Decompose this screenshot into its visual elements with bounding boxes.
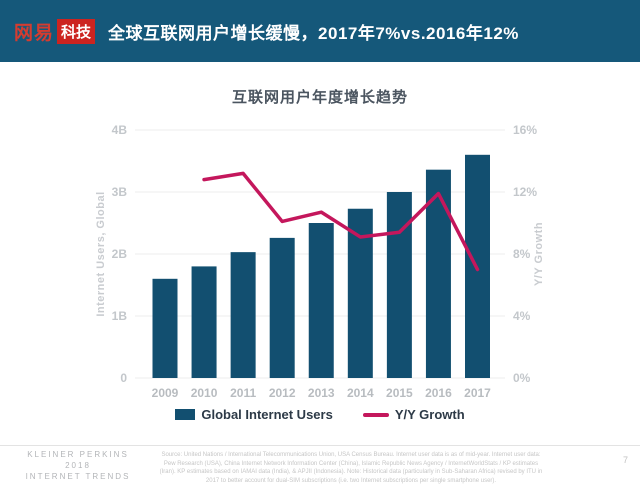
right-tick-label: 16% [513, 123, 537, 137]
bar [386, 192, 412, 378]
netease-logo: 网易 科技 [14, 18, 96, 45]
page-number: 7 [622, 455, 628, 465]
bar [347, 208, 373, 378]
year-label: 2016 [425, 386, 452, 400]
brand-line: 2018 [65, 460, 91, 470]
bar [425, 169, 451, 378]
bar [269, 237, 295, 378]
year-label: 2013 [308, 386, 335, 400]
bar-series-swatch [175, 409, 196, 420]
growth-line [202, 171, 480, 272]
year-label: 2014 [347, 386, 374, 400]
right-tick-label: 12% [513, 185, 537, 199]
bar [191, 266, 217, 378]
right-tick-label: 0% [513, 371, 531, 385]
legend-item-growth: Y/Y Growth [362, 407, 465, 422]
year-label: 2011 [230, 386, 256, 400]
source-note: Source: United Nations / International T… [159, 452, 543, 485]
left-axis-title: Internet Users, Global [95, 191, 107, 316]
legend-item-users: Global Internet Users [175, 407, 333, 422]
right-axis-title: Y/Y Growth [533, 222, 545, 286]
brand-line: INTERNET TRENDS [25, 471, 131, 481]
left-tick-label: 2B [112, 247, 128, 261]
line-series-swatch [362, 412, 389, 417]
legend-label-growth: Y/Y Growth [394, 407, 465, 422]
right-tick-label: 8% [513, 247, 531, 261]
header-bar: 网易 科技 全球互联网用户增长缓慢，2017年7%vs.2016年12% [0, 0, 640, 62]
logo-tech-badge: 科技 [57, 18, 96, 44]
footer-divider [0, 445, 640, 446]
year-label: 2015 [386, 386, 413, 400]
left-tick-label: 1B [112, 309, 128, 323]
left-tick-label: 3B [112, 185, 128, 199]
brand-line: KLEINER PERKINS [27, 450, 129, 459]
year-label: 2010 [191, 386, 218, 400]
year-label: 2017 [464, 386, 491, 400]
bar [152, 278, 178, 378]
year-label: 2009 [152, 386, 179, 400]
left-tick-label: 0 [120, 371, 127, 385]
slide-title: 全球互联网用户增长缓慢，2017年7%vs.2016年12% [108, 23, 519, 43]
brand-block: KLEINER PERKINS 2018 INTERNET TRENDS [8, 450, 148, 482]
left-tick-label: 4B [112, 123, 128, 137]
bar [308, 223, 334, 378]
logo-brand-text: 网易 [14, 22, 55, 44]
bar [230, 252, 256, 378]
chart-legend: Global Internet Users Y/Y Growth [0, 407, 640, 422]
chart-title: 互联网用户年度增长趋势 [231, 89, 408, 106]
trend-chart: 0 0% 1B 4% 2B 8% 3B 12% 4B 16% Internet Users, Glo… [95, 123, 545, 400]
legend-label-users: Global Internet Users [201, 407, 333, 422]
year-label: 2012 [269, 386, 296, 400]
right-tick-label: 4% [513, 309, 531, 323]
